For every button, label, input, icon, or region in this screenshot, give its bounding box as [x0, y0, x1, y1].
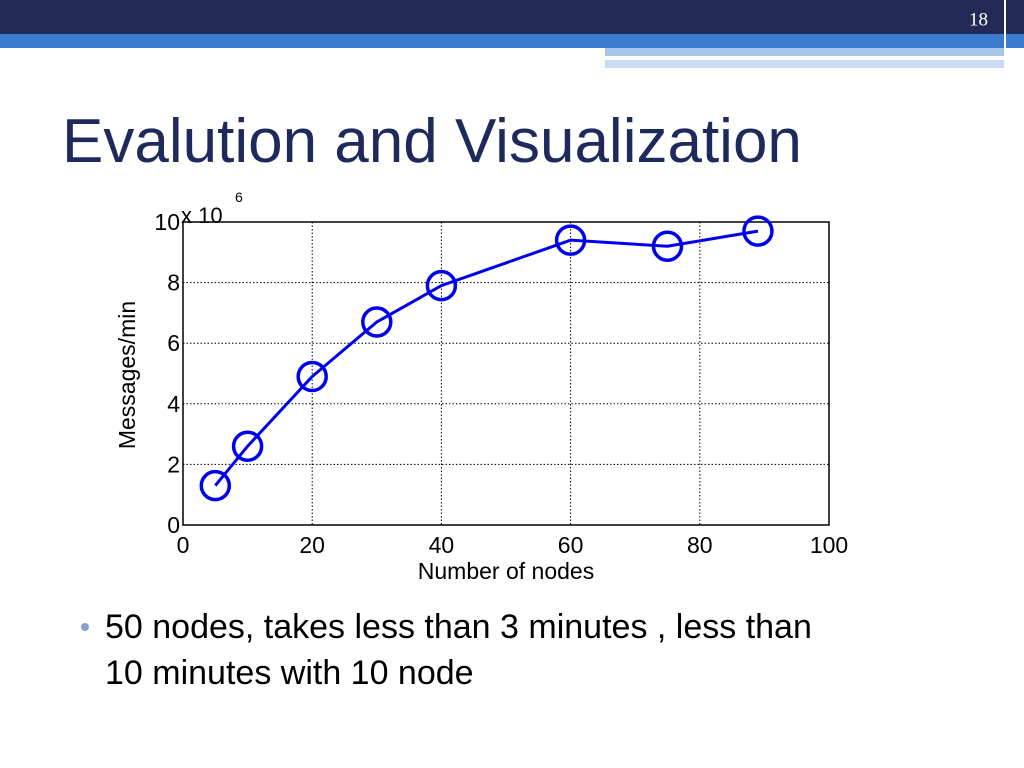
chart: x 10 6 Number of nodes Messages/min 0 2 4 6… [114, 189, 848, 584]
data-marker [651, 230, 684, 262]
x-tick-label: 100 [810, 532, 848, 558]
x-axis-label: Number of nodes [418, 558, 594, 584]
data-marker [231, 430, 264, 462]
bullet-text: 10 minutes with 10 node [105, 654, 474, 692]
header-accent [605, 48, 1005, 56]
data-line [214, 229, 759, 487]
y-tick-label: 0 [167, 512, 180, 538]
axis-multiplier: x 10 [181, 203, 223, 228]
data-marker [361, 306, 393, 338]
x-tick-label: 80 [687, 532, 713, 558]
axis-multiplier-exponent: 6 [235, 189, 243, 205]
data-marker [554, 224, 587, 256]
x-tick-label: 0 [177, 532, 190, 558]
plot-frame [182, 221, 830, 526]
y-tick-label: 8 [167, 270, 180, 296]
y-tick-label: 6 [167, 330, 180, 356]
bullet-dot [81, 623, 89, 631]
header-band [0, 0, 1024, 34]
header-accent [605, 60, 1005, 68]
x-tick-label: 60 [558, 532, 584, 558]
data-marker [742, 215, 774, 247]
y-tick-label: 10 [154, 209, 180, 235]
x-tick-label: 20 [299, 532, 325, 558]
header-divider [1004, 0, 1006, 70]
header-strip [0, 34, 1024, 48]
slide-number: 18 [969, 9, 988, 30]
x-tick-label: 40 [429, 532, 455, 558]
y-axis-label: Messages/min [114, 301, 140, 449]
data-marker [425, 269, 458, 302]
y-tick-label: 2 [167, 451, 180, 477]
data-marker [296, 360, 328, 393]
slide-title: Evalution and Visualization [62, 107, 802, 176]
data-marker [199, 469, 232, 502]
bullet-text: 50 nodes, takes less than 3 minutes , le… [105, 608, 812, 646]
y-tick-label: 4 [167, 391, 180, 417]
